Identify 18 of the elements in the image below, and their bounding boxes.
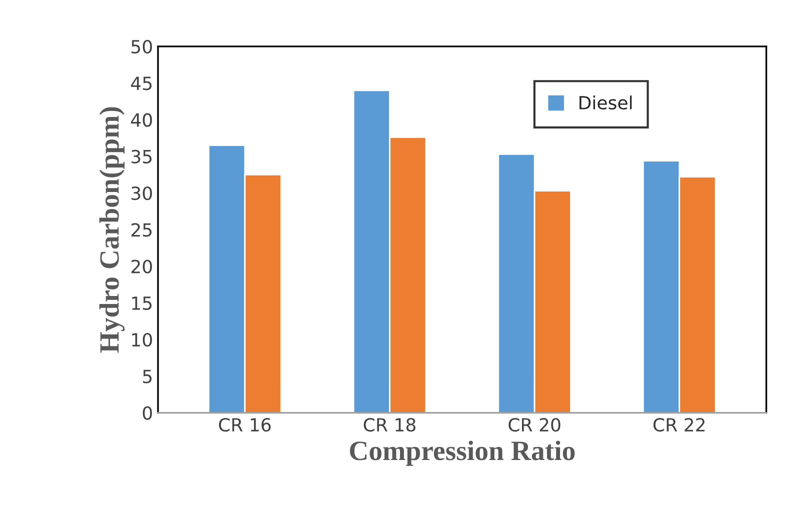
y-tick-label: 15	[132, 296, 152, 310]
y-tick-label: 30	[132, 186, 152, 200]
y-axis-title: Hydro Carbon(ppm)	[99, 107, 125, 353]
y-tick-label: 20	[131, 260, 152, 274]
x-tick-label: CR 20	[508, 418, 560, 432]
y-tick-label: 25	[131, 223, 152, 237]
y-tick-label: 45	[131, 76, 152, 90]
y-tick-label: 50	[132, 40, 152, 54]
x-tick-label: CR 16	[218, 418, 271, 432]
y-tick-label: 40	[131, 113, 152, 127]
y-tick-label: 35	[132, 150, 152, 164]
y-tick-label: 10	[132, 332, 152, 347]
x-axis-title: Compression Ratio	[350, 440, 575, 466]
y-tick-label: 5	[143, 370, 152, 384]
x-tick-label: CR 22	[653, 418, 705, 432]
y-tick-label: 0	[142, 406, 152, 420]
legend-label: Diesel	[580, 96, 632, 110]
x-tick-label: CR 18	[364, 418, 416, 432]
